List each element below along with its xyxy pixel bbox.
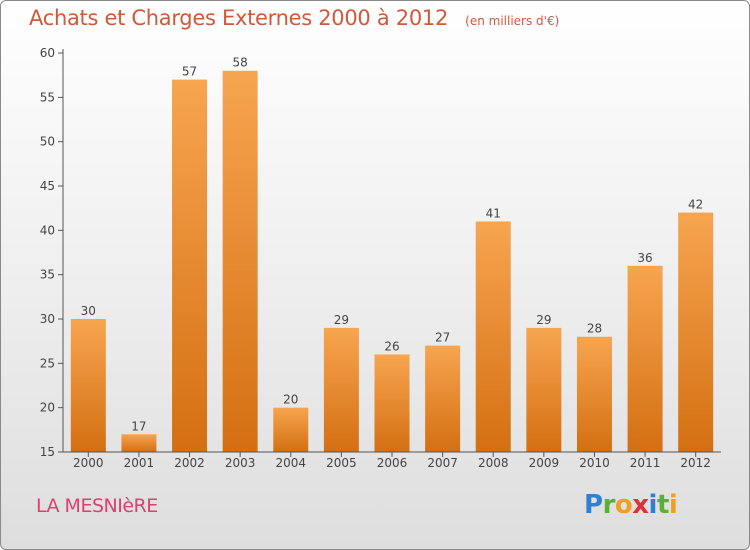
bar-value-label: 41: [486, 206, 501, 220]
bar: [475, 221, 511, 452]
logo-letter: i: [648, 490, 658, 520]
bar-value-label: 28: [587, 322, 602, 336]
x-tick-label: 2008: [478, 456, 509, 470]
y-tick-label: 20: [40, 401, 55, 415]
bar: [273, 407, 309, 452]
x-tick-label: 2001: [124, 456, 155, 470]
x-tick-label: 2006: [377, 456, 408, 470]
place-name: LA MESNIèRE: [36, 495, 158, 517]
x-tick-label: 2007: [427, 456, 458, 470]
bar-value-label: 26: [384, 339, 399, 353]
x-tick-label: 2011: [630, 456, 661, 470]
y-tick-label: 25: [40, 356, 55, 370]
bar: [374, 354, 410, 452]
chart-subtitle: (en milliers d'€): [465, 14, 560, 28]
y-tick-label: 55: [40, 90, 55, 104]
bar: [425, 345, 461, 452]
x-tick-label: 2012: [680, 456, 711, 470]
x-tick-label: 2000: [73, 456, 104, 470]
bar-value-label: 42: [688, 198, 703, 212]
logo-letter: o: [614, 490, 633, 520]
bar-value-label: 58: [233, 56, 248, 70]
bar-value-label: 29: [536, 313, 551, 327]
logo-letter: t: [656, 490, 669, 520]
x-tick-label: 2003: [225, 456, 256, 470]
x-tick-label: 2002: [174, 456, 205, 470]
bar-value-label: 20: [283, 393, 298, 407]
bar-value-label: 57: [182, 65, 197, 79]
y-tick-label: 40: [40, 223, 55, 237]
bar: [323, 327, 359, 452]
y-tick-label: 60: [40, 46, 55, 60]
logo-letter: x: [632, 490, 649, 520]
y-tick-label: 45: [40, 179, 55, 193]
y-tick-label: 15: [40, 445, 55, 459]
x-tick-label: 2004: [275, 456, 306, 470]
logo-letter: r: [602, 490, 616, 520]
bar: [172, 79, 208, 452]
x-tick-label: 2009: [529, 456, 560, 470]
bar: [121, 434, 157, 452]
y-tick-label: 35: [40, 268, 55, 282]
bar-value-label: 30: [81, 304, 96, 318]
x-tick-label: 2005: [326, 456, 357, 470]
bar: [70, 319, 106, 452]
x-tick-label: 2010: [579, 456, 610, 470]
bar: [678, 212, 714, 452]
bar-value-label: 29: [334, 313, 349, 327]
bar-value-label: 17: [131, 419, 146, 433]
y-tick-label: 50: [40, 135, 55, 149]
bar: [526, 327, 562, 452]
bar: [222, 70, 258, 452]
proxiti-logo: Proxiti: [584, 490, 678, 520]
bar-value-label: 27: [435, 331, 450, 345]
y-tick-label: 30: [40, 312, 55, 326]
logo-letter: P: [584, 490, 603, 520]
logo-letter: i: [668, 490, 678, 520]
bar: [576, 336, 612, 452]
chart-title: Achats et Charges Externes 2000 à 2012: [29, 6, 449, 30]
title-block: Achats et Charges Externes 2000 à 2012 (…: [29, 6, 559, 30]
bar: [627, 265, 663, 452]
bar-value-label: 36: [637, 251, 652, 265]
